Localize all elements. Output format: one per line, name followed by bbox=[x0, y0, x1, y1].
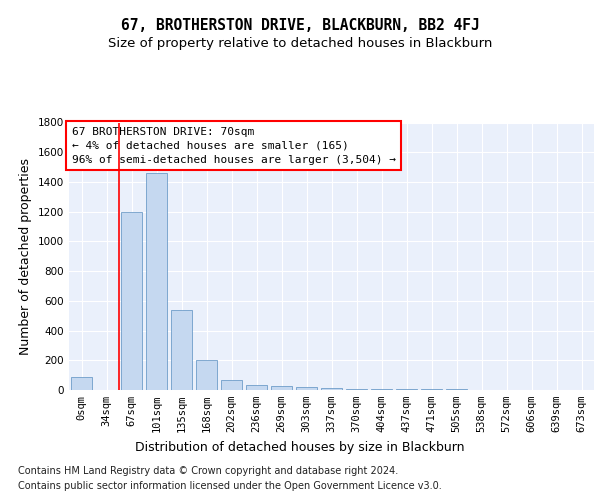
Text: Distribution of detached houses by size in Blackburn: Distribution of detached houses by size … bbox=[135, 441, 465, 454]
Text: 67 BROTHERSTON DRIVE: 70sqm
← 4% of detached houses are smaller (165)
96% of sem: 67 BROTHERSTON DRIVE: 70sqm ← 4% of deta… bbox=[71, 126, 395, 164]
Bar bbox=[171, 310, 192, 390]
Bar bbox=[346, 389, 367, 390]
Bar bbox=[271, 386, 292, 390]
Bar bbox=[196, 360, 217, 390]
Bar bbox=[221, 380, 242, 390]
Bar bbox=[371, 389, 392, 390]
Y-axis label: Number of detached properties: Number of detached properties bbox=[19, 158, 32, 355]
Bar bbox=[321, 388, 342, 390]
Bar bbox=[296, 386, 317, 390]
Bar bbox=[121, 212, 142, 390]
Text: Size of property relative to detached houses in Blackburn: Size of property relative to detached ho… bbox=[108, 38, 492, 51]
Bar bbox=[396, 389, 417, 390]
Bar bbox=[246, 385, 267, 390]
Bar bbox=[71, 376, 92, 390]
Text: Contains HM Land Registry data © Crown copyright and database right 2024.: Contains HM Land Registry data © Crown c… bbox=[18, 466, 398, 476]
Text: 67, BROTHERSTON DRIVE, BLACKBURN, BB2 4FJ: 67, BROTHERSTON DRIVE, BLACKBURN, BB2 4F… bbox=[121, 18, 479, 32]
Text: Contains public sector information licensed under the Open Government Licence v3: Contains public sector information licen… bbox=[18, 481, 442, 491]
Bar bbox=[146, 173, 167, 390]
